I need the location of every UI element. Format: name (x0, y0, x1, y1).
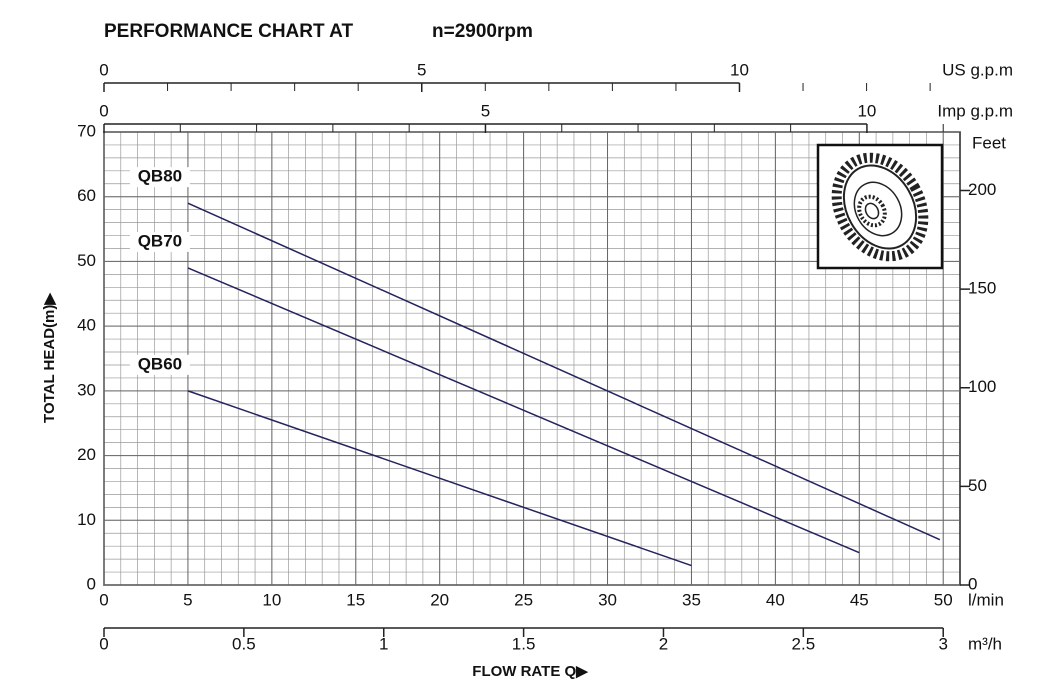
y2-axis-label: Feet (972, 133, 1006, 152)
secondary-tick-label: 2 (659, 634, 668, 653)
series-label: QB80 (138, 167, 182, 186)
series-label-bg (129, 231, 190, 252)
x-tick-label: 15 (346, 590, 365, 609)
series-label-bg (129, 167, 190, 188)
x-tick-label: 5 (183, 590, 192, 609)
y2-tick-label: 50 (968, 476, 987, 495)
secondary-tick-label: 0 (99, 101, 108, 120)
secondary-tick-label: 5 (481, 101, 490, 120)
x-axis-label: FLOW RATE Q▶ (472, 663, 589, 680)
x-tick-label: 50 (934, 590, 953, 609)
y2-tick-label: 0 (968, 574, 977, 593)
secondary-tick-label: 0 (99, 634, 108, 653)
x-tick-label: 20 (430, 590, 449, 609)
y-tick-label: 40 (77, 316, 96, 335)
y-tick-label: 70 (77, 121, 96, 140)
secondary-tick-label: 3 (938, 634, 947, 653)
series-label: QB70 (138, 231, 182, 250)
y-tick-label: 50 (77, 251, 96, 270)
series-line (187, 202, 941, 541)
secondary-tick-label: 10 (857, 101, 876, 120)
x-unit-label: l/min (968, 590, 1004, 609)
x-tick-label: 25 (514, 590, 533, 609)
secondary-tick-label: 1.5 (512, 634, 536, 653)
secondary-axis-label: m³/h (968, 634, 1002, 653)
chart-title: PERFORMANCE CHART AT (104, 21, 353, 42)
secondary-tick-label: 0 (99, 60, 108, 79)
y2-tick-label: 100 (968, 377, 996, 396)
secondary-axis-label: Imp g.p.m (937, 101, 1013, 120)
x-tick-label: 45 (850, 590, 869, 609)
series-label-bg (129, 354, 190, 375)
x-tick-label: 30 (598, 590, 617, 609)
y-tick-label: 20 (77, 445, 96, 464)
x-tick-label: 40 (766, 590, 785, 609)
secondary-axis-label: US g.p.m (942, 60, 1013, 79)
y2-tick-label: 150 (968, 279, 996, 298)
series-line (187, 267, 860, 554)
x-tick-label: 10 (262, 590, 281, 609)
y-axis-label: TOTAL HEAD(m)▶ (41, 292, 58, 423)
secondary-tick-label: 5 (417, 60, 426, 79)
secondary-tick-label: 1 (379, 634, 388, 653)
y-tick-label: 60 (77, 186, 96, 205)
series-line (187, 390, 692, 567)
x-tick-label: 35 (682, 590, 701, 609)
pump-illustration (816, 143, 944, 270)
series-label: QB60 (138, 354, 182, 373)
y-tick-label: 30 (77, 380, 96, 399)
secondary-tick-label: 10 (730, 60, 749, 79)
plot: QB80 QB70 QB60 (129, 167, 941, 567)
secondary-tick-label: 2.5 (792, 634, 816, 653)
secondary-tick-label: 0.5 (232, 634, 256, 653)
y-tick-label: 0 (87, 574, 96, 593)
y2-tick-label: 200 (968, 180, 996, 199)
y-tick-label: 10 (77, 510, 96, 529)
x-tick-label: 0 (99, 590, 108, 609)
chart-subtitle: n=2900rpm (432, 21, 533, 42)
